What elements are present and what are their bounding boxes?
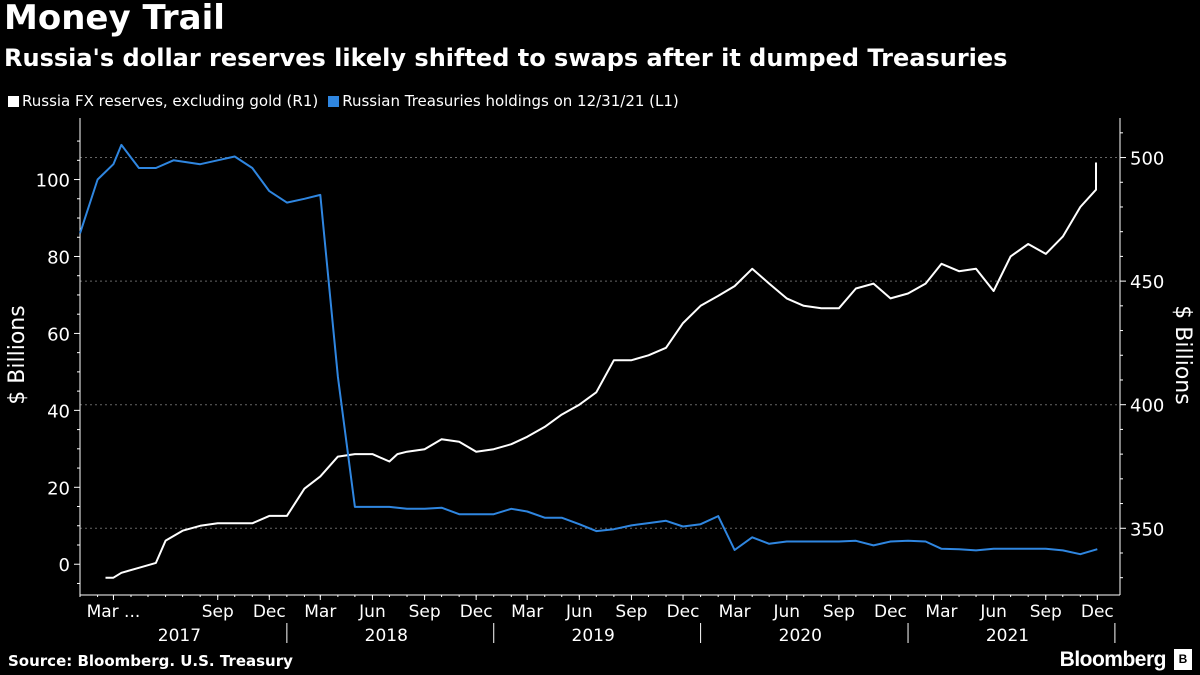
x-axis-tick-label: Dec — [1081, 602, 1114, 622]
x-axis-tick-label: Jun — [565, 602, 593, 622]
series-line-fx-reserves — [105, 162, 1097, 579]
brand-logo: Bloomberg — [1059, 648, 1167, 671]
x-axis-tick-label: Dec — [874, 602, 907, 622]
chart-subtitle: Russia's dollar reserves likely shifted … — [4, 44, 1008, 72]
legend-label-fx-reserves: Russia FX reserves, excluding gold (R1) — [22, 92, 319, 110]
x-axis-tick-label: Sep — [409, 602, 441, 622]
brand-badge-icon: B — [1174, 649, 1192, 670]
grid — [79, 118, 1120, 595]
x-axis-tick-label: Jun — [358, 602, 386, 622]
source-note: Source: Bloomberg. U.S. Treasury — [8, 652, 293, 670]
x-axis-tick-label: Mar ... — [87, 602, 141, 622]
y-axis-right-tick-label: 500 — [1130, 149, 1164, 170]
legend-label-treasuries: Russian Treasuries holdings on 12/31/21 … — [342, 92, 679, 110]
x-axis-tick-label: Dec — [460, 602, 493, 622]
legend-swatch-fx-reserves — [8, 95, 19, 107]
y-axis-left-tick-label: 60 — [47, 324, 70, 345]
x-axis-year-label: 2020 — [779, 626, 822, 646]
axes: 350 400 450 500 0 20 40 60 80 100 Mar ... Sep Dec Mar… — [36, 118, 1164, 646]
chart-title: Money Trail — [4, 0, 225, 38]
x-axis-tick-label: Dec — [667, 602, 700, 622]
x-axis-tick-label: Jun — [979, 602, 1007, 622]
legend-item-fx-reserves: Russia FX reserves, excluding gold (R1) — [8, 92, 318, 110]
x-axis-tick-label: Sep — [615, 602, 647, 622]
legend-item-treasuries: Russian Treasuries holdings on 12/31/21 … — [328, 92, 679, 110]
x-axis-tick-label: Mar — [719, 602, 751, 622]
legend: Russia FX reserves, excluding gold (R1) … — [8, 92, 689, 110]
x-axis-tick-label: Sep — [202, 602, 234, 622]
x-axis-tick-label: Sep — [823, 602, 855, 622]
x-axis-tick-label: Jun — [772, 602, 800, 622]
y-axis-right-tick-label: 350 — [1130, 519, 1164, 540]
y-axis-right-tick-label: 400 — [1130, 396, 1164, 417]
x-axis-tick-label: Dec — [253, 602, 286, 622]
y-axis-left-tick-label: 80 — [47, 247, 70, 268]
x-axis-tick-label: Mar — [511, 602, 543, 622]
x-axis-tick-label: Sep — [1030, 602, 1062, 622]
series-line-treasuries — [79, 143, 1098, 556]
x-axis-year-label: 2017 — [158, 626, 201, 646]
x-axis-tick-label: Mar — [925, 602, 957, 622]
x-axis-year-label: 2018 — [365, 626, 408, 646]
y-axis-left-tick-label: 0 — [59, 555, 70, 576]
y-axis-right-tick-label: 450 — [1130, 272, 1164, 293]
y-axis-left-label: $ Billions — [5, 305, 30, 404]
series — [79, 143, 1098, 579]
x-axis-year-label: 2019 — [572, 626, 615, 646]
y-axis-left-tick-label: 40 — [47, 401, 70, 422]
x-axis-year-label: 2021 — [986, 626, 1029, 646]
legend-swatch-treasuries — [328, 95, 340, 107]
y-axis-right-label: $ Billions — [1170, 305, 1195, 404]
y-axis-left-tick-label: 20 — [47, 478, 70, 499]
y-axis-left-tick-label: 100 — [36, 171, 70, 192]
x-axis-tick-label: Mar — [304, 602, 336, 622]
